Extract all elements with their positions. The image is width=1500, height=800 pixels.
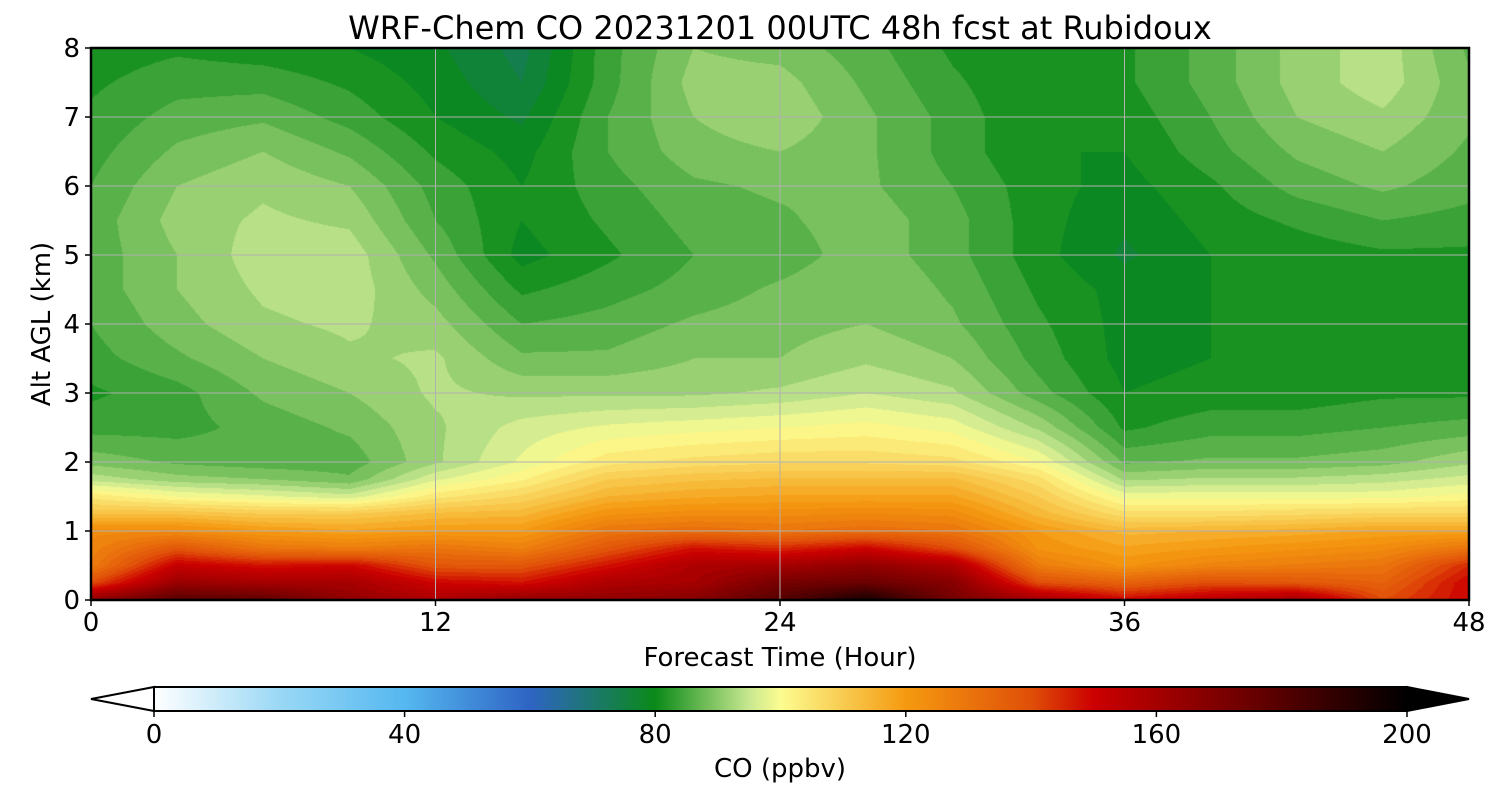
chart-title: WRF-Chem CO 20231201 00UTC 48h fcst at R… (348, 9, 1212, 47)
colorbar-label: CO (ppbv) (714, 754, 846, 784)
x-tick-label: 36 (1108, 608, 1141, 638)
colorbar-tick-label: 80 (639, 720, 672, 750)
x-tick-label: 48 (1452, 608, 1485, 638)
y-tick-label: 1 (63, 517, 80, 547)
colorbar-tick-label: 160 (1132, 720, 1182, 750)
colorbar: 0 40 80 120 160 200 CO (ppbv) (90, 685, 1470, 784)
colorbar-extend-low (90, 685, 155, 713)
x-tick-label: 12 (419, 608, 452, 638)
x-tick-label: 24 (763, 608, 796, 638)
x-tick-label: 0 (83, 608, 100, 638)
y-tick-label: 4 (63, 310, 80, 340)
grid-lines (91, 48, 1469, 600)
colorbar-tick-label: 40 (388, 720, 421, 750)
colorbar-ticks: 0 40 80 120 160 200 (146, 711, 1432, 750)
y-tick-label: 6 (63, 172, 80, 202)
y-tick-label: 8 (63, 34, 80, 64)
colorbar-tick-label: 0 (146, 720, 163, 750)
y-tick-label: 3 (63, 379, 80, 409)
y-axis-ticks: 0 1 2 3 4 5 6 7 8 (63, 34, 91, 616)
x-axis-ticks: 0 12 24 36 48 (83, 600, 1486, 638)
y-axis-label: Alt AGL (km) (27, 242, 57, 406)
colorbar-tick-label: 120 (881, 720, 931, 750)
colorbar-extend-high (1406, 685, 1470, 713)
x-axis-label: Forecast Time (Hour) (643, 643, 916, 673)
y-tick-label: 2 (63, 448, 80, 478)
y-tick-label: 5 (63, 241, 80, 271)
colorbar-tick-label: 200 (1382, 720, 1432, 750)
y-tick-label: 7 (63, 103, 80, 133)
y-tick-label: 0 (63, 586, 80, 616)
colorbar-body (153, 686, 1408, 712)
